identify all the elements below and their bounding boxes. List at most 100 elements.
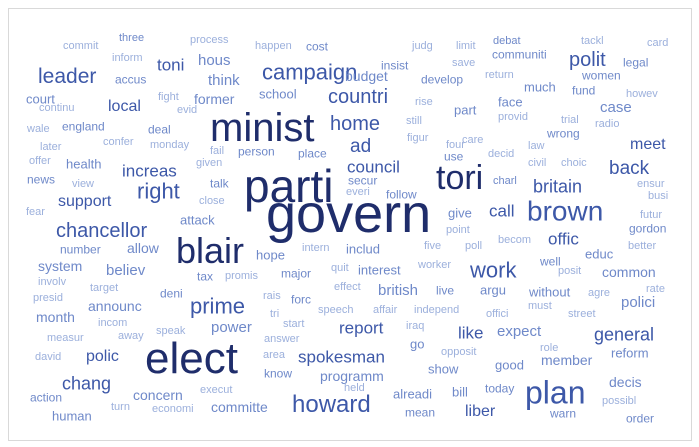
word: england (62, 119, 105, 134)
word: major (281, 266, 312, 281)
word: promis (225, 270, 259, 283)
word: poll (465, 240, 483, 253)
word: chancellor (56, 220, 148, 242)
word: quit (331, 262, 349, 275)
word: countri (328, 86, 389, 108)
word: live (436, 283, 455, 298)
word: face (498, 94, 523, 110)
word: right (137, 178, 180, 204)
word: budget (345, 67, 388, 84)
word: target (90, 282, 119, 295)
word: judg (412, 40, 433, 53)
word: good (495, 357, 524, 373)
word: choic (561, 157, 587, 170)
word: campaign (262, 59, 358, 85)
word: british (378, 282, 419, 299)
word: case (600, 99, 632, 116)
word: busi (648, 190, 669, 203)
word: charl (493, 175, 517, 188)
word: better (628, 240, 657, 253)
word: futur (640, 209, 663, 222)
word: independ (414, 304, 460, 317)
word: speech (318, 304, 354, 317)
word: continu (39, 102, 75, 115)
word: forc (291, 292, 312, 307)
word: school (259, 86, 297, 102)
word: polic (86, 348, 119, 366)
word: leader (38, 65, 97, 89)
word: much (524, 79, 556, 95)
word: polici (621, 294, 656, 311)
word: like (458, 323, 484, 343)
word: everi (346, 186, 370, 199)
word: common (602, 263, 656, 280)
word: incom (98, 317, 128, 330)
word: becom (498, 234, 532, 247)
word: includ (346, 241, 380, 257)
word: well (540, 254, 561, 269)
word: law (528, 140, 545, 153)
word: spokesman (298, 347, 385, 367)
word: bill (452, 384, 468, 400)
word: close (199, 195, 225, 208)
word: evid (177, 104, 198, 117)
word: howev (626, 88, 658, 101)
word: programm (320, 367, 384, 384)
word: deal (148, 122, 171, 137)
word: presid (33, 292, 63, 305)
word: concern (133, 386, 183, 403)
word: accus (115, 72, 147, 87)
word: system (38, 257, 83, 274)
word: chang (62, 373, 112, 394)
word: four (446, 139, 465, 152)
word: return (485, 69, 514, 82)
word: health (66, 156, 102, 172)
word: place (298, 146, 327, 161)
word: home (330, 113, 381, 135)
word: court (26, 91, 55, 107)
word: back (609, 157, 650, 179)
word: limit (456, 40, 476, 53)
word: decis (609, 373, 642, 390)
word: agre (588, 287, 611, 300)
word: civil (528, 157, 547, 170)
word: rate (646, 283, 665, 296)
word: number (60, 242, 101, 257)
word: debat (493, 35, 521, 48)
word: happen (255, 40, 292, 53)
word: attack (180, 212, 215, 228)
word: turn (111, 401, 130, 414)
word: inform (112, 52, 143, 65)
word: fight (158, 91, 179, 104)
word: worker (418, 259, 452, 272)
word: argu (480, 282, 507, 298)
word: mean (405, 405, 436, 420)
word: fear (26, 206, 45, 219)
word: increas (122, 161, 177, 181)
word: david (35, 351, 62, 364)
word: tax (197, 269, 214, 284)
word: order (626, 411, 655, 426)
word: howard (292, 390, 371, 418)
word: save (452, 57, 476, 70)
word: interest (358, 262, 401, 278)
word: tori (436, 158, 484, 197)
word: believ (106, 262, 146, 279)
word: trial (561, 114, 579, 127)
word: news (27, 172, 56, 187)
word: execut (200, 384, 233, 397)
word: part (454, 102, 477, 118)
word: involv (38, 276, 67, 289)
word: general (594, 324, 655, 345)
word: support (58, 193, 112, 211)
word: former (194, 90, 235, 107)
word: action (30, 390, 63, 405)
word: prime (190, 293, 246, 319)
word: cost (306, 39, 329, 54)
word: wrong (547, 126, 580, 141)
word: show (428, 361, 459, 377)
word: local (108, 98, 141, 116)
word: decid (488, 148, 515, 161)
word: offici (486, 308, 509, 321)
word: hous (198, 52, 231, 69)
